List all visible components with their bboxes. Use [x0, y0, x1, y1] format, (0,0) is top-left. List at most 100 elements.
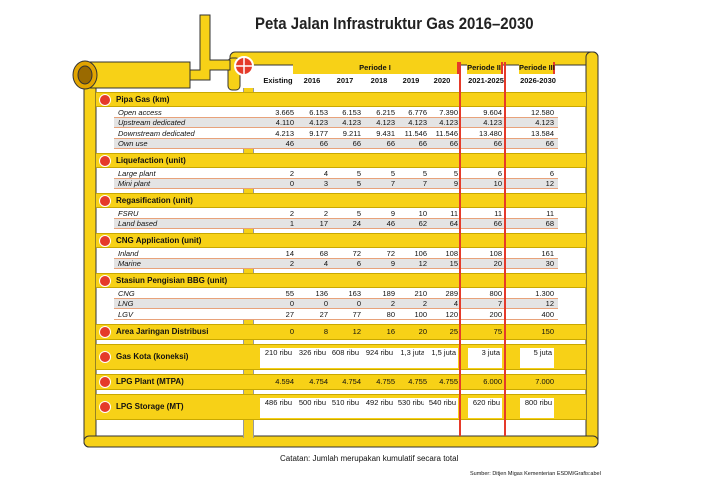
cell: 5 [356, 168, 361, 178]
column-header: 2026-2030 [520, 74, 556, 88]
cell: 27 [319, 309, 328, 319]
cell: 608 ribu [327, 347, 361, 368]
cell: 72 [386, 248, 395, 258]
section-icon [99, 234, 111, 247]
valve-cross [236, 58, 252, 74]
cell: 500 ribu [294, 397, 328, 418]
section-title: Gas Kota (koneksi) [116, 351, 189, 361]
row-label: LNG [118, 299, 134, 308]
cell: 72 [352, 248, 361, 258]
cell: 9 [390, 259, 395, 268]
row-label: Own use [118, 139, 148, 148]
cell: 11.546 [404, 128, 427, 138]
cell: 200 [489, 309, 502, 319]
row-bg [114, 309, 558, 320]
cell: 150 [541, 326, 554, 336]
cell: 120 [445, 309, 458, 319]
cell: 55 [285, 288, 294, 298]
cell: 12 [545, 299, 554, 308]
cell: 24 [352, 219, 361, 228]
cell: 12 [545, 179, 554, 188]
cell: 77 [352, 309, 361, 319]
cell: 4.754 [309, 376, 328, 386]
cell: 492 ribu [361, 397, 395, 418]
cell: 2 [289, 259, 294, 268]
cell: 326 ribu [294, 347, 328, 368]
section-band [96, 233, 586, 248]
cell: 11 [450, 208, 458, 218]
period-header: Periode III [519, 62, 555, 74]
section-band [96, 92, 586, 107]
cell: 4 [323, 259, 328, 268]
column-header: 2020 [424, 74, 460, 88]
cell: 66 [493, 219, 502, 228]
cell: 4.110 [275, 118, 294, 127]
cell: 64 [449, 219, 458, 228]
row-bg [114, 178, 558, 189]
cell: 1 [289, 219, 294, 228]
cell: 15 [449, 259, 458, 268]
cell: 4.123 [408, 118, 427, 127]
cell: 68 [319, 248, 328, 258]
section-title: CNG Application (unit) [116, 235, 202, 245]
cell: 46 [386, 219, 395, 228]
cell: 510 ribu [327, 397, 361, 418]
cell: 4.755 [439, 376, 458, 386]
row-label: Inland [118, 248, 139, 258]
cell: 4 [323, 168, 328, 178]
cell: 20 [493, 259, 502, 268]
title: Peta Jalan Infrastruktur Gas 2016–2030 [255, 14, 534, 33]
cell: 1,5 juta [424, 347, 458, 368]
cell: 6.776 [408, 107, 427, 117]
section-band [96, 273, 586, 288]
cell: 486 ribu [260, 397, 294, 418]
cell: 0 [289, 326, 294, 336]
cell: 66 [545, 139, 554, 148]
cell: 210 [414, 288, 427, 298]
row-bg [114, 248, 558, 259]
cell: 4.123 [309, 118, 328, 127]
cell: 5 juta [520, 347, 554, 368]
cell: 4 [453, 299, 458, 308]
row-label: Land based [118, 219, 158, 228]
row-bg [114, 107, 558, 118]
section-title: LPG Plant (MTPA) [116, 376, 184, 386]
cell: 4.754 [342, 376, 361, 386]
section-icon [99, 375, 111, 388]
cell: 62 [418, 219, 427, 228]
cell: 5 [422, 168, 427, 178]
cell: 1,3 juta [393, 347, 427, 368]
cell: 7 [497, 299, 502, 308]
cell: 100 [414, 309, 427, 319]
cell: 9.211 [342, 128, 361, 138]
row-label: Mini plant [118, 179, 151, 188]
cell: 7 [390, 179, 395, 188]
cell: 17 [319, 219, 328, 228]
section-band [96, 193, 586, 208]
cell: 13.584 [531, 128, 554, 138]
cell: 2 [289, 208, 294, 218]
cell: 6.153 [309, 107, 328, 117]
cell: 540 ribu [424, 397, 458, 418]
cell: 66 [352, 139, 361, 148]
cell: 6 [356, 259, 361, 268]
cell: 2 [422, 299, 427, 308]
cell: 12 [418, 259, 427, 268]
pipe-right [585, 51, 599, 448]
cell: 9.177 [309, 128, 328, 138]
cell: 2 [390, 299, 395, 308]
cell: 66 [449, 139, 458, 148]
row-bg [114, 258, 558, 269]
cell: 11.546 [435, 128, 458, 138]
section-title: Stasiun Pengisian BBG (unit) [116, 275, 228, 285]
cell: 6 [549, 168, 554, 178]
cell: 6.153 [342, 107, 361, 117]
cell: 12 [352, 326, 361, 336]
cell: 6.000 [483, 376, 502, 386]
cell: 108 [445, 248, 458, 258]
section-icon [99, 93, 111, 106]
column-header: 2016 [294, 74, 330, 88]
cell: 6.215 [376, 107, 395, 117]
cell: 2 [289, 168, 294, 178]
section-icon [99, 325, 111, 338]
